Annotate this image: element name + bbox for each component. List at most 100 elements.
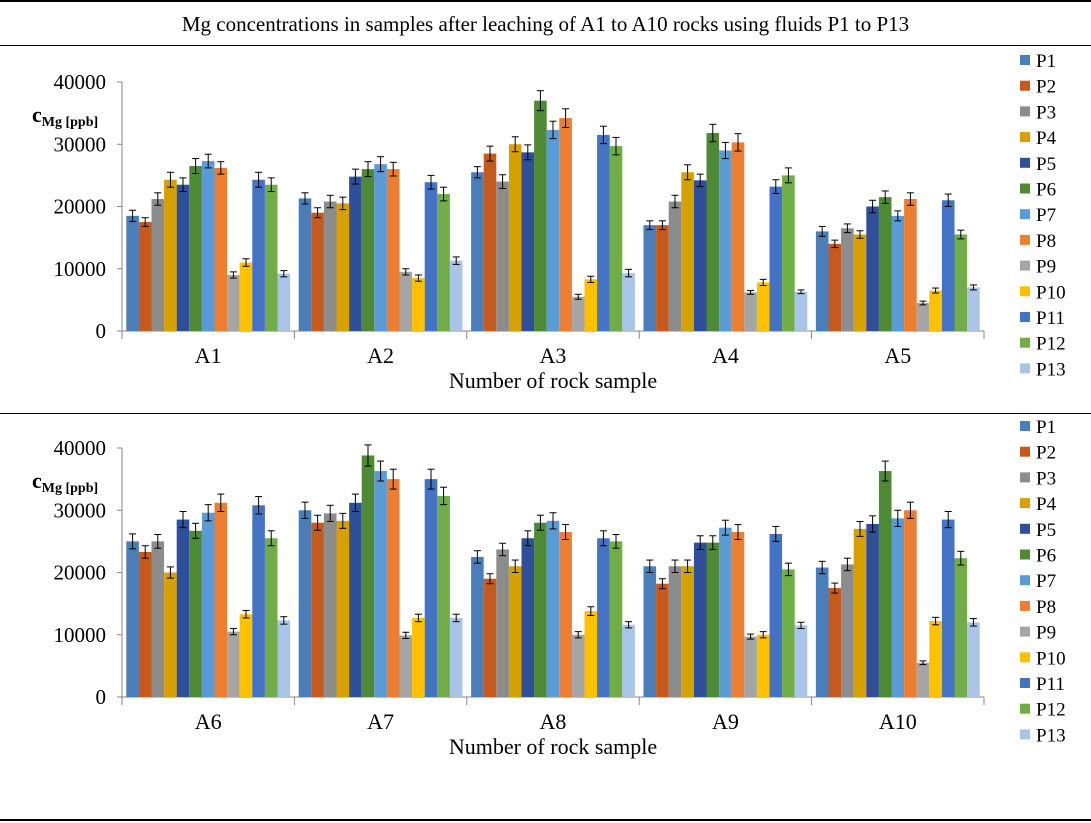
bar-P12-A4 [782,175,795,331]
legend-swatch-P8 [1020,234,1030,245]
bar-P6-A5 [878,197,892,331]
x-tick-label: A2 [367,343,394,368]
bar-P13-A3 [622,273,635,331]
bar-P8-A2 [386,169,400,331]
bar-P2-A7 [311,522,324,697]
bar-P11-A3 [597,134,610,331]
legend-label-P8: P8 [1036,231,1056,252]
legend-label-P13: P13 [1036,359,1066,380]
legend-swatch-P13 [1020,729,1030,740]
bar-P7-A6 [201,512,215,697]
legend-swatch-P2 [1020,446,1030,457]
bar-P6-A4 [706,133,720,331]
bar-P13-A8 [622,624,635,697]
bar-P2-A8 [483,578,497,697]
bar-P5-A3 [521,152,535,331]
bar-P6-A2 [361,169,375,331]
legend-label-P10: P10 [1036,282,1066,303]
bar-P4-A10 [853,528,867,697]
bar-P10-A8 [584,611,598,697]
legend-label-P4: P4 [1036,128,1057,149]
legend-swatch-P5 [1020,157,1030,168]
bar-P8-A10 [904,510,917,697]
bar-P6-A6 [189,530,202,697]
bar-P3-A10 [841,564,854,697]
legend-label-P12: P12 [1036,700,1066,721]
bar-P13-A6 [277,620,291,697]
legend-swatch-P6 [1020,549,1030,560]
chart-panel-top: 0 10000 20000 30000 40000 cMg [ppb] A1 A2 A3 A4 A5… [0,48,1091,413]
bar-P13-A10 [967,622,980,697]
bar-P11-A6 [252,505,265,697]
bar-P6-A8 [534,522,547,697]
x-tick-label: A4 [712,343,739,368]
bar-P12-A9 [782,569,795,697]
bar-P12-A2 [437,194,450,331]
bar-P10-A6 [239,614,253,697]
bar-P3-A3 [496,181,509,331]
bar-P11-A2 [424,182,438,331]
bar-P8-A3 [559,118,572,331]
legend-swatch-P1 [1020,55,1030,65]
bar-P1-A8 [471,556,484,697]
bar-P8-A9 [731,532,745,697]
bar-P7-A7 [374,471,387,697]
bar-P4-A5 [853,234,867,331]
bar-P4-A4 [681,172,694,331]
bar-P5-A6 [176,519,190,697]
bar-P1-A4 [643,225,657,331]
legend-swatch-P2 [1020,80,1030,91]
panel-divider [0,413,1091,414]
bar-P7-A5 [891,215,905,331]
y-axis-label-sub: Mg [ppb] [42,481,98,496]
x-tick-label: A9 [712,709,739,734]
y-tick-label: 10000 [54,257,107,281]
bar-P4-A9 [681,566,694,697]
legend-swatch-P4 [1020,132,1030,143]
bar-P3-A9 [668,566,682,697]
bar-P4-A2 [336,203,350,331]
bar-P12-A3 [609,146,623,331]
legend-label-P6: P6 [1036,546,1056,567]
bar-P3-A6 [151,541,165,697]
y-axis-label: cMg [ppb] [32,102,98,130]
bar-P5-A7 [349,502,362,697]
legend-swatch-P10 [1020,286,1030,297]
bar-P7-A10 [891,518,905,697]
bar-P9-A3 [571,296,585,331]
bar-P10-A9 [756,634,770,697]
bar-P3-A8 [496,549,509,697]
bar-P10-A4 [756,282,770,331]
legend-swatch-P10 [1020,652,1030,663]
bar-P4-A8 [508,566,522,697]
bar-P1-A3 [471,172,484,331]
legend-label-P2: P2 [1036,443,1056,464]
bar-P6-A7 [361,455,375,697]
y-tick-label: 20000 [54,561,107,585]
bar-P6-A9 [706,542,720,697]
bar-P1-A5 [815,231,829,331]
bar-P8-A1 [214,167,228,331]
bar-P9-A10 [916,662,930,697]
bar-P3-A2 [323,201,337,331]
y-axis-label-main: c [32,102,42,127]
legend-swatch-P11 [1020,678,1030,688]
bar-P1-A10 [815,567,829,697]
bar-P2-A2 [311,212,324,331]
legend-swatch-P9 [1020,626,1030,637]
bar-P5-A2 [349,176,362,331]
legend-swatch-P13 [1020,363,1030,374]
bar-P11-A5 [941,200,955,331]
figure-title: Mg concentrations in samples after leach… [181,12,910,36]
x-tick-label: A1 [195,343,222,368]
legend-swatch-P1 [1020,421,1030,431]
bar-P7-A8 [546,520,560,697]
bar-P3-A7 [323,513,337,697]
y-tick-label: 0 [96,685,107,709]
legend-swatch-P12 [1020,703,1030,714]
legend-label-P2: P2 [1036,77,1056,98]
bar-P12-A5 [954,234,968,331]
legend-label-P6: P6 [1036,180,1056,201]
bar-P8-A4 [731,142,745,331]
bar-P7-A1 [201,161,215,331]
